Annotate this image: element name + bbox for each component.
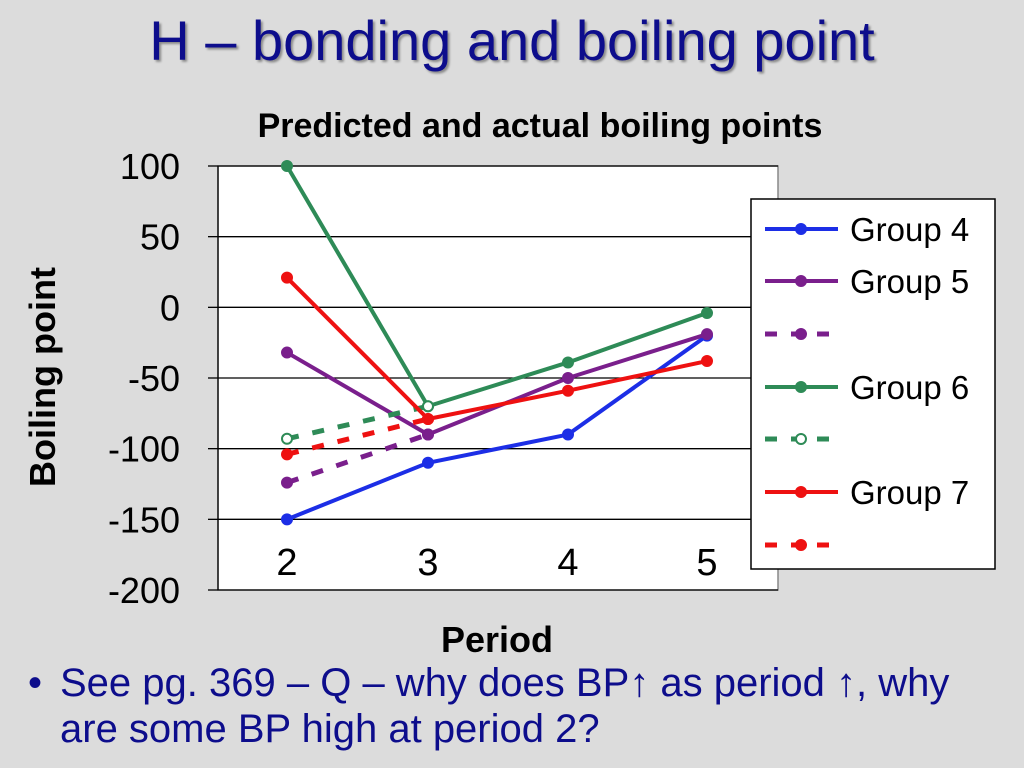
x-tick-label: 5 [696, 542, 717, 584]
legend-swatch-marker [795, 381, 807, 393]
data-point [701, 306, 713, 319]
data-point [422, 412, 434, 425]
data-point [281, 346, 293, 359]
y-tick-label: 0 [160, 287, 180, 328]
y-axis-label: Boiling point [22, 267, 63, 487]
data-point [422, 428, 434, 441]
x-tick-label: 3 [417, 542, 438, 584]
data-point [422, 456, 434, 469]
data-point [562, 428, 574, 441]
legend-label: Group 6 [850, 369, 969, 406]
y-tick-label: -200 [108, 570, 180, 611]
legend-swatch-marker [795, 539, 807, 551]
y-tick-label: 50 [140, 217, 180, 258]
data-point [701, 355, 713, 368]
legend-swatch-marker [795, 433, 807, 445]
legend-swatch-marker [795, 223, 807, 235]
series-line-5 [285, 276, 708, 421]
data-point [422, 400, 434, 413]
data-point [281, 448, 293, 461]
legend-box [750, 198, 996, 570]
legend-swatch-marker [795, 328, 807, 340]
legend-label: Group 5 [850, 263, 969, 300]
chart-legend: Group 4 Group 5 Group 6 Group 7 [750, 198, 996, 570]
bullet-marker: • [28, 661, 43, 705]
data-point [281, 513, 293, 526]
legend-label: Group 7 [850, 474, 969, 511]
data-point [281, 271, 293, 284]
data-point [562, 356, 574, 369]
series-line-0 [286, 333, 709, 522]
x-axis-label: Period [441, 619, 553, 660]
legend-swatch-marker [795, 486, 807, 498]
x-tick-label: 4 [557, 542, 578, 584]
bullet-text: See pg. 369 – Q – why does BP↑ as period… [60, 661, 950, 751]
x-tick-label: 2 [276, 542, 297, 584]
data-point [701, 328, 713, 341]
legend-swatch-marker [795, 275, 807, 287]
chart-title: Predicted and actual boiling points [258, 107, 823, 145]
slide-title: H – bonding and boiling point [149, 9, 875, 72]
data-point [281, 476, 293, 489]
legend-label: Group 4 [850, 211, 969, 248]
y-tick-label: 100 [120, 146, 180, 187]
data-point [281, 160, 293, 172]
series-line-3 [285, 164, 708, 409]
y-tick-label: -100 [108, 429, 180, 470]
data-point [562, 372, 574, 384]
y-tick-label: -50 [128, 358, 180, 399]
y-tick-label: -150 [108, 499, 180, 540]
boiling-point-chart: Predicted and actual boiling points 100 5… [22, 107, 996, 660]
data-point [562, 384, 574, 397]
plot-area: 100 50 0 -50 -100 -150 -200 2 3 4 5 [108, 146, 779, 611]
data-point [281, 432, 293, 445]
